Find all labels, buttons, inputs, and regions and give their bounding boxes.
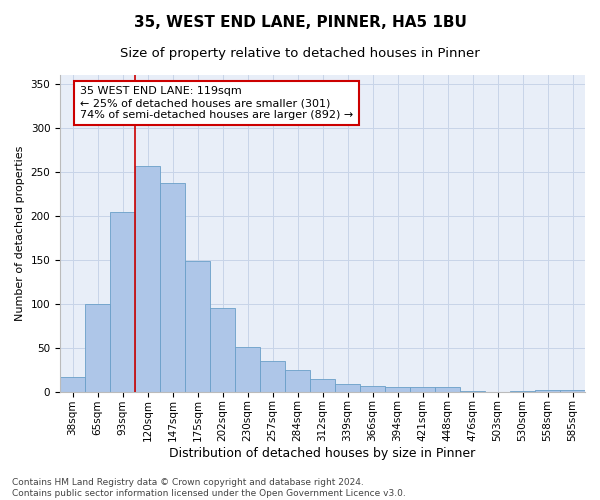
Bar [335,384,360,392]
Bar [510,391,535,392]
Bar [210,308,235,392]
X-axis label: Distribution of detached houses by size in Pinner: Distribution of detached houses by size … [169,447,476,460]
Bar [560,390,585,392]
Text: Size of property relative to detached houses in Pinner: Size of property relative to detached ho… [120,48,480,60]
Bar [460,391,485,392]
Bar [410,388,435,392]
Bar [235,347,260,392]
Bar [285,370,310,392]
Bar [60,376,85,392]
Text: 35, WEST END LANE, PINNER, HA5 1BU: 35, WEST END LANE, PINNER, HA5 1BU [134,15,466,30]
Bar [160,183,185,392]
Bar [435,388,460,392]
Bar [360,386,385,392]
Bar [385,388,410,392]
Bar [535,390,560,392]
Bar [310,380,335,392]
Text: Contains HM Land Registry data © Crown copyright and database right 2024.
Contai: Contains HM Land Registry data © Crown c… [12,478,406,498]
Bar [185,260,210,392]
Bar [260,361,285,392]
Text: 35 WEST END LANE: 119sqm
← 25% of detached houses are smaller (301)
74% of semi-: 35 WEST END LANE: 119sqm ← 25% of detach… [80,86,353,120]
Bar [85,304,110,392]
Bar [135,166,160,392]
Bar [110,212,135,392]
Y-axis label: Number of detached properties: Number of detached properties [15,146,25,321]
